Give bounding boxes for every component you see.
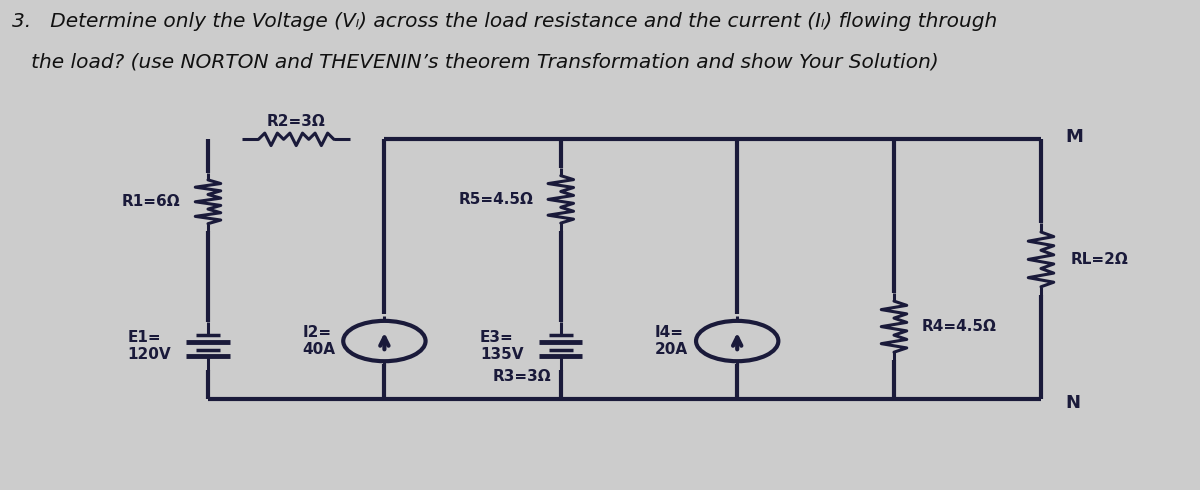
- Text: E1=
120V: E1= 120V: [127, 330, 170, 362]
- Text: 3.   Determine only the Voltage (Vₗ) across the load resistance and the current : 3. Determine only the Voltage (Vₗ) acros…: [12, 12, 997, 31]
- Text: R2=3Ω: R2=3Ω: [266, 114, 325, 129]
- Text: M: M: [1066, 128, 1084, 146]
- Text: E3=
135V: E3= 135V: [480, 330, 523, 362]
- Text: R4=4.5Ω: R4=4.5Ω: [922, 319, 996, 334]
- Text: R1=6Ω: R1=6Ω: [122, 194, 180, 209]
- Text: I4=
20A: I4= 20A: [655, 325, 689, 357]
- Text: the load? (use NORTON and THEVENIN’s theorem Transformation and show Your Soluti: the load? (use NORTON and THEVENIN’s the…: [12, 53, 938, 72]
- Text: RL=2Ω: RL=2Ω: [1070, 252, 1128, 267]
- Text: R5=4.5Ω: R5=4.5Ω: [458, 192, 533, 207]
- Text: I2=
40A: I2= 40A: [302, 325, 336, 357]
- Text: R3=3Ω: R3=3Ω: [492, 369, 551, 384]
- Text: N: N: [1066, 394, 1080, 413]
